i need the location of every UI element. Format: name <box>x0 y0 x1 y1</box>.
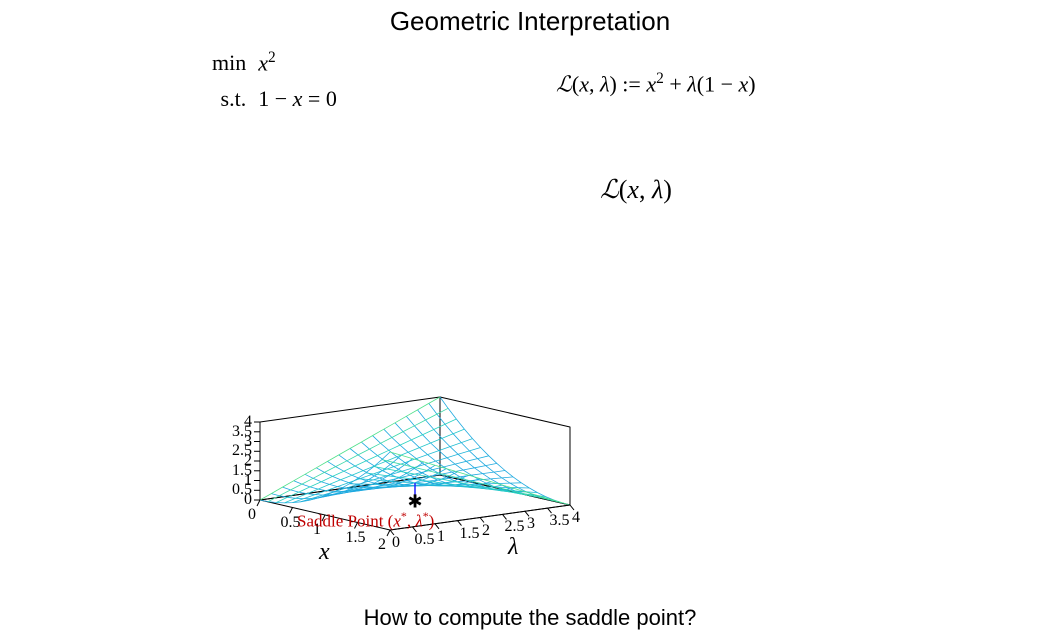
x-tick: 2 <box>378 536 386 554</box>
lambda-tick: 0 <box>392 534 400 552</box>
lambda-tick: 1.5 <box>460 525 480 543</box>
lambda-tick: 3 <box>527 515 535 533</box>
lambda-tick: 0.5 <box>415 531 435 549</box>
lambda-tick: 3.5 <box>550 512 570 530</box>
x-tick: 0 <box>248 506 256 524</box>
lambda-axis-label: λ <box>508 534 518 561</box>
x-tick: 1.5 <box>346 529 366 547</box>
lambda-tick: 4 <box>572 509 580 527</box>
z-tick: 4 <box>222 413 252 431</box>
x-axis-label: x <box>319 539 330 566</box>
saddle-point-label: Saddle Point (x*, λ*) <box>297 509 434 532</box>
lambda-tick: 1 <box>437 528 445 546</box>
lagrangian-surface-plot: ✱ <box>0 0 1060 643</box>
lambda-tick: 2 <box>482 522 490 540</box>
